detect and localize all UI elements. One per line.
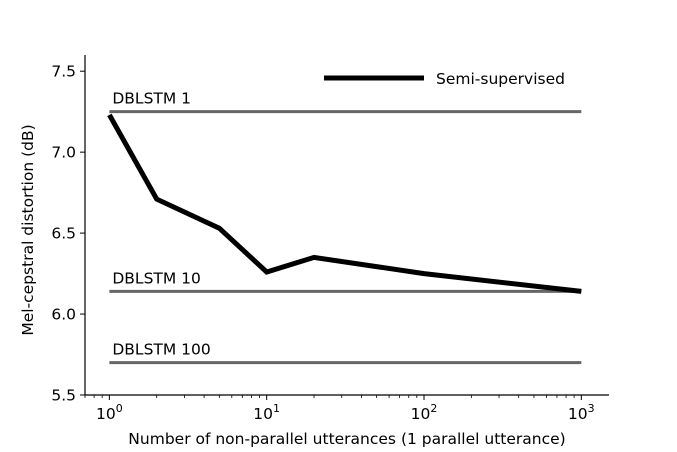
x-axis-label: Number of non-parallel utterances (1 par… (128, 430, 565, 448)
axes (84, 55, 609, 396)
legend-label: Semi-supervised (436, 70, 565, 88)
x-tick-label: 101 (253, 402, 280, 423)
y-tick-label: 7.5 (51, 63, 76, 81)
y-tick-label: 6.0 (51, 306, 76, 324)
series-line-semi-supervised (107, 113, 582, 294)
ticks: 5.5 6.0 6.5 7.0 7.5 100 101 102 103 (51, 63, 594, 423)
reference-lines: DBLSTM 1 DBLSTM 10 DBLSTM 100 (109, 90, 582, 365)
x-tick-label: 100 (96, 402, 123, 423)
y-tick-label: 7.0 (51, 144, 76, 162)
series-group (107, 113, 582, 294)
y-axis-label: Mel-cepstral distortion (dB) (19, 124, 37, 335)
legend: Semi-supervised (324, 70, 565, 88)
x-tick-label: 102 (411, 402, 438, 423)
reference-line-label: DBLSTM 1 (112, 90, 191, 108)
y-tick-label: 5.5 (51, 387, 76, 405)
x-tick-label: 103 (568, 402, 595, 423)
reference-line-label: DBLSTM 100 (112, 341, 210, 359)
reference-line-label: DBLSTM 10 (112, 269, 201, 287)
y-tick-label: 6.5 (51, 225, 76, 243)
